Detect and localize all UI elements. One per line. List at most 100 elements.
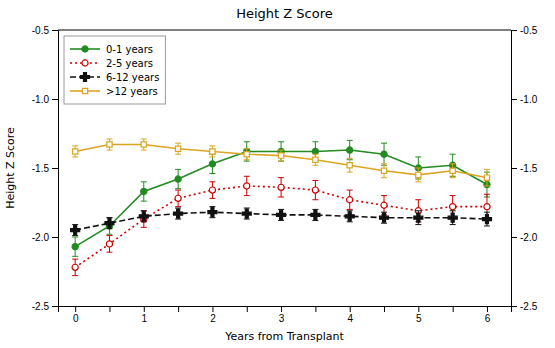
tick-mark	[511, 30, 517, 31]
error-bar	[278, 150, 284, 161]
error-bar	[72, 146, 78, 157]
plot: 0123456-2.5-2.0-1.5-1.0-0.5-2.5-2.0-1.5-…	[32, 25, 538, 324]
tick-label: 4	[347, 313, 353, 324]
point	[345, 212, 354, 221]
point	[72, 264, 78, 270]
error-bar	[209, 182, 215, 199]
tick-mark	[75, 306, 76, 312]
error-bar	[347, 140, 353, 159]
tick: 2	[210, 306, 216, 324]
tick-label: -1.0	[32, 94, 50, 105]
point	[450, 168, 455, 173]
error-bar	[312, 180, 318, 199]
y-axis-right: -2.5-2.0-1.5-1.0-0.5	[511, 25, 538, 312]
tick	[109, 306, 110, 312]
error-bar	[175, 143, 181, 154]
tick: -1.5	[511, 163, 538, 174]
series-line	[75, 145, 487, 178]
tick	[453, 306, 454, 312]
point	[347, 147, 353, 153]
tick-mark	[212, 306, 213, 312]
tick-mark	[52, 30, 58, 31]
point	[71, 226, 80, 235]
point	[484, 175, 489, 180]
legend-label: 2-5 years	[106, 58, 153, 69]
point	[381, 202, 387, 208]
point	[106, 241, 112, 247]
tick-mark	[384, 306, 385, 312]
tick-label: -1.5	[520, 163, 538, 174]
tick-label: 1	[142, 313, 148, 324]
point	[107, 142, 112, 147]
point	[175, 176, 181, 182]
tick-mark	[109, 306, 110, 312]
error-bar	[381, 143, 387, 165]
point	[73, 149, 78, 154]
error-bar	[278, 142, 284, 161]
tick	[315, 306, 316, 312]
series	[71, 207, 492, 236]
axis-line	[52, 31, 59, 307]
error-bar	[175, 190, 181, 207]
legend: 0-1 years2-5 years6-12 years>12 years	[64, 36, 165, 104]
point	[208, 208, 217, 217]
series	[72, 176, 490, 275]
marks	[71, 139, 492, 276]
title: Height Z Score	[236, 6, 333, 21]
y-axis: -2.5-2.0-1.5-1.0-0.5	[32, 25, 59, 312]
tick-mark	[247, 306, 248, 312]
series	[72, 140, 490, 256]
legend-marker	[82, 46, 88, 52]
error-bar	[415, 168, 421, 182]
tick-mark	[453, 306, 454, 312]
point	[416, 172, 421, 177]
tick: 4	[347, 306, 353, 324]
tick-label: -0.5	[520, 25, 538, 36]
point	[482, 215, 491, 224]
error-bar	[450, 164, 456, 178]
point	[141, 142, 146, 147]
tick: -1.0	[511, 94, 538, 105]
error-bar	[244, 149, 250, 160]
tick-label: 5	[416, 313, 422, 324]
tick-mark	[511, 168, 517, 169]
tick: 0	[73, 306, 79, 324]
legend-marker	[82, 88, 87, 93]
legend-entry: 0-1 years	[70, 44, 153, 55]
tick: -1.5	[32, 163, 58, 174]
tick	[384, 306, 385, 312]
tick-label: -1.0	[520, 94, 538, 105]
tick: -2.0	[32, 232, 58, 243]
error-bar	[209, 146, 215, 157]
tick: 6	[485, 306, 491, 324]
tick-mark	[487, 306, 488, 312]
tick: 5	[416, 306, 422, 324]
tick: -2.5	[511, 301, 538, 312]
point	[141, 188, 147, 194]
tick-label: 0	[73, 313, 79, 324]
error-bar	[141, 139, 147, 150]
error-bar	[244, 176, 250, 195]
point	[313, 157, 318, 162]
point	[381, 168, 386, 173]
tick-mark	[350, 306, 351, 312]
point	[139, 212, 148, 221]
point	[381, 151, 387, 157]
chart: 0123456-2.5-2.0-1.5-1.0-0.5-2.5-2.0-1.5-…	[0, 0, 555, 348]
series-line	[75, 150, 487, 247]
point	[347, 197, 353, 203]
error-bar	[72, 259, 78, 276]
error-bar	[175, 169, 181, 188]
tick: -1.0	[32, 94, 58, 105]
error-bar	[141, 182, 147, 201]
tick-mark	[418, 306, 419, 312]
legend-marker	[81, 73, 90, 82]
tick-mark	[52, 306, 58, 307]
point	[380, 213, 389, 222]
point	[484, 204, 490, 210]
axis-line	[512, 31, 518, 307]
error-bar	[106, 236, 112, 253]
tick: 1	[142, 306, 148, 324]
frame-top	[58, 30, 511, 31]
point	[210, 149, 215, 154]
